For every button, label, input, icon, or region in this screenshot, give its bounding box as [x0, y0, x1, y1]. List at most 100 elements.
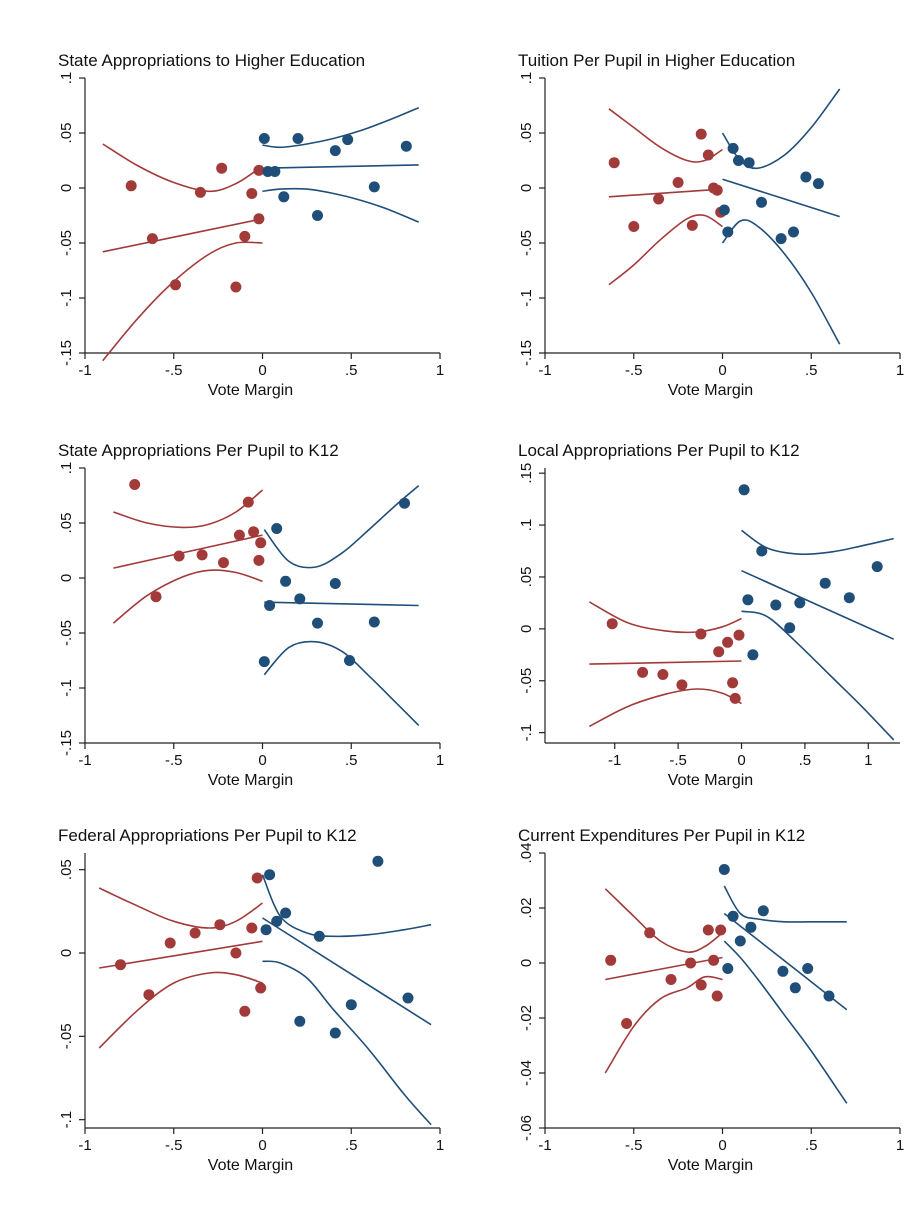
right-data-point: [271, 523, 283, 534]
right-data-point: [329, 578, 341, 589]
left-ci-upper-line: [113, 489, 264, 529]
x-tick-label: -1: [538, 362, 551, 379]
chart-state-appropriations-k12: State Appropriations Per Pupil to K12 -.1…: [0, 430, 460, 825]
x-tick-label: 1: [436, 752, 444, 769]
left-data-point: [637, 666, 649, 678]
left-data-point: [239, 230, 251, 242]
chart-svg: Current Expenditures Per Pupil in K12 -.0…: [518, 826, 904, 1174]
y-tick-label: -.15: [58, 730, 75, 756]
right-data-point: [788, 226, 799, 238]
right-data-point: [800, 171, 812, 183]
left-fit-line: [102, 218, 263, 253]
right-data-point: [400, 140, 412, 152]
chart-federal-appropriations-k12: Federal Appropriations Per Pupil to K12 -…: [0, 815, 460, 1210]
y-tick-label: 0: [58, 574, 75, 582]
left-ci-lower-line: [98, 971, 263, 1049]
y-tick-label: .05: [518, 567, 535, 588]
y-tick-label: .04: [518, 843, 535, 864]
y-tick-label: .1: [518, 72, 535, 85]
y-tick-label: -.15: [58, 340, 75, 366]
y-tick-label: -.1: [58, 289, 75, 307]
right-data-point: [292, 133, 304, 144]
left-data-point: [702, 149, 714, 161]
left-data-point: [722, 636, 734, 648]
y-tick-label: 0: [518, 625, 535, 633]
left-ci-upper-line: [589, 601, 742, 634]
left-data-point: [230, 281, 242, 293]
chart-title: Federal Appropriations Per Pupil to K12: [58, 826, 357, 845]
x-tick-label: -.5: [165, 752, 183, 769]
left-ci-lower-line: [112, 569, 263, 624]
right-data-point: [794, 597, 806, 609]
right-data-point: [280, 907, 292, 919]
left-ci-upper-line: [102, 143, 263, 193]
x-tick-label: 1: [896, 1137, 904, 1154]
left-data-point: [605, 954, 617, 966]
right-data-point: [313, 930, 325, 942]
right-ci-lower-line: [741, 610, 895, 741]
right-ci-lower-line: [263, 640, 420, 726]
right-ci-lower-line: [262, 960, 432, 1126]
right-data-point: [722, 226, 734, 238]
right-data-point: [819, 577, 831, 589]
x-tick-label: 0: [718, 1137, 726, 1154]
x-tick-label: 1: [896, 362, 904, 379]
x-tick-label: -.5: [165, 362, 183, 379]
x-tick-label: -1: [78, 752, 91, 769]
left-data-point: [115, 959, 126, 971]
left-data-point: [606, 618, 618, 630]
y-tick-label: .05: [58, 859, 75, 880]
y-tick-label: -.1: [518, 289, 535, 307]
x-tick-label: 1: [864, 752, 872, 769]
chart-local-appropriations-k12: Local Appropriations Per Pupil to K12 -.1…: [460, 430, 920, 825]
left-data-point: [129, 479, 141, 490]
chart-title: Local Appropriations Per Pupil to K12: [518, 441, 800, 460]
right-data-point: [402, 992, 414, 1004]
chart-tuition-per-pupil-higher-ed: Tuition Per Pupil in Higher Education -.1…: [460, 40, 920, 435]
right-data-point: [329, 145, 341, 157]
right-fit-line: [722, 178, 840, 218]
right-data-point: [757, 905, 769, 917]
y-tick-label: -.04: [518, 1060, 535, 1086]
y-tick-label: .15: [518, 463, 535, 484]
chart-state-appropriations-higher-ed: State Appropriations to Higher Education…: [0, 40, 460, 435]
y-tick-label: -.02: [518, 1005, 535, 1031]
right-data-point: [345, 999, 357, 1011]
right-data-point: [727, 910, 739, 922]
left-ci-lower-line: [604, 975, 723, 1074]
y-tick-label: .02: [518, 898, 535, 919]
left-data-point: [715, 924, 727, 936]
right-data-point: [312, 210, 323, 221]
left-data-point: [665, 974, 677, 985]
right-ci-lower-line: [723, 940, 848, 1104]
chart-svg: Federal Appropriations Per Pupil to K12 -…: [58, 826, 444, 1174]
left-data-point: [146, 233, 158, 245]
right-fit-line: [741, 569, 895, 640]
right-fit-line: [262, 164, 419, 169]
y-tick-label: .05: [58, 513, 75, 534]
right-data-point: [775, 233, 787, 245]
right-ci-lower-line: [721, 219, 841, 345]
right-ci-upper-line: [263, 484, 420, 569]
x-axis-title: Vote Margin: [208, 382, 293, 399]
right-ci-lower-line: [262, 187, 420, 223]
x-tick-label: .5: [805, 362, 818, 379]
x-axis-title: Vote Margin: [668, 382, 753, 399]
left-data-point: [702, 924, 714, 936]
y-tick-label: -.1: [518, 724, 535, 742]
left-fit-line: [589, 660, 742, 665]
x-tick-label: 0: [258, 362, 266, 379]
left-data-point: [727, 677, 739, 689]
y-tick-label: .1: [518, 519, 535, 532]
y-tick-label: -.05: [518, 668, 535, 694]
left-data-point: [253, 554, 265, 566]
right-data-point: [271, 915, 283, 927]
left-data-point: [695, 628, 707, 640]
left-data-point: [230, 947, 242, 959]
right-data-point: [344, 655, 355, 666]
chart-svg: State Appropriations to Higher Education…: [58, 51, 444, 399]
left-ci-lower-line: [608, 214, 723, 286]
right-data-point: [280, 575, 292, 587]
left-data-point: [711, 184, 723, 196]
right-data-point: [743, 157, 755, 169]
